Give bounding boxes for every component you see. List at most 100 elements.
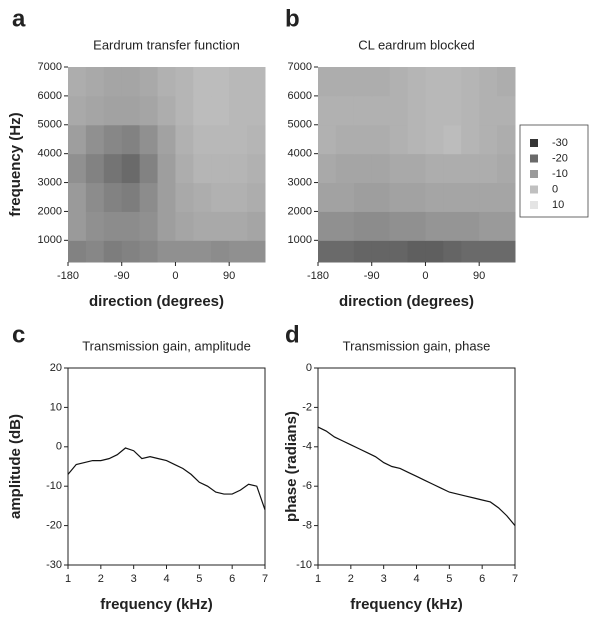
y-tick-label: -8 [302,520,312,532]
heat-cell [371,67,391,97]
y-tick-label: 6000 [38,90,62,102]
y-axis-label: phase (radians) [283,411,300,522]
y-tick-label: 7000 [38,61,62,73]
heat-cell [68,182,87,212]
y-tick-label: 20 [50,362,62,374]
heat-cell [479,95,498,126]
y-tick-label: 10 [50,401,62,413]
heat-cell [175,240,194,263]
x-tick-label: 6 [479,573,485,585]
x-axis-label: frequency (kHz) [350,596,463,613]
heat-cell [318,95,337,126]
x-tick-label: 3 [131,573,137,585]
x-tick-label: 0 [422,270,428,282]
y-tick-label: 6000 [288,90,312,102]
x-tick-label: 90 [223,270,235,282]
heat-cell [407,240,426,263]
heat-cell [389,182,409,212]
heat-cell [371,182,391,212]
heat-cell [229,211,248,241]
heat-cell [103,95,123,126]
heat-cell [121,211,141,241]
heat-cell [318,67,337,97]
heat-cell [497,211,516,241]
x-tick-label: 1 [315,573,321,585]
heat-cell [211,95,230,126]
heat-cell [121,67,141,97]
x-tick-label: 2 [348,573,354,585]
heat-cell [103,211,123,241]
y-tick-label: 5000 [288,119,312,131]
heat-cell [103,182,123,212]
x-tick-label: 4 [163,573,169,585]
heat-cell [157,124,176,155]
legend-swatch [530,170,538,178]
heat-cell [335,211,355,241]
heat-cell [461,182,480,212]
heat-cell [157,240,176,263]
heat-cell [407,124,426,155]
heat-cell [353,67,373,97]
heat-cell [425,240,444,263]
heat-cell [353,95,373,126]
heat-cell [335,153,355,184]
heat-cell [175,182,194,212]
heat-cell [85,240,105,263]
x-tick-label: -90 [364,270,380,282]
y-tick-label: 1000 [288,234,312,246]
plot-frame [67,367,266,566]
heat-cell [229,153,248,184]
heat-cell [247,67,266,97]
y-tick-label: -30 [46,559,62,571]
y-tick-label: -2 [302,401,312,413]
heat-cell [479,153,498,184]
panel-title: CL eardrum blocked [358,37,475,52]
y-tick-label: 0 [56,441,62,453]
heat-cell [443,182,462,212]
heat-cell [157,67,176,97]
heat-cell [425,182,444,212]
y-tick-label: 4000 [38,148,62,160]
x-tick-label: 6 [229,573,235,585]
heat-cell [497,182,516,212]
heat-cell [407,153,426,184]
heat-cell [229,124,248,155]
heat-cell [353,240,373,263]
panel-letter: d [285,321,300,348]
heat-cell [85,67,105,97]
heat-cell [139,211,159,241]
heat-cell [229,95,248,126]
heat-cell [479,124,498,155]
heat-cell [335,67,355,97]
heat-cell [407,67,426,97]
y-tick-label: -20 [46,520,62,532]
heat-cell [193,153,212,184]
heat-cell [461,240,480,263]
heat-cell [68,240,87,263]
heat-cell [425,95,444,126]
heat-cell [318,182,337,212]
x-tick-label: 7 [262,573,268,585]
x-tick-label: -180 [57,270,79,282]
heat-cell [443,95,462,126]
heat-cell [371,95,391,126]
heat-cell [247,124,266,155]
heat-cell [497,95,516,126]
heat-cell [407,95,426,126]
y-tick-label: 4000 [288,148,312,160]
heat-cell [443,211,462,241]
heat-cell [139,95,159,126]
panel-letter: a [12,5,26,32]
legend-swatch [530,139,538,147]
legend-label: 0 [552,183,558,195]
x-tick-label: -90 [114,270,130,282]
legend-swatch [530,154,538,163]
heat-cell [229,240,248,263]
heat-cell [85,182,105,212]
heat-cell [121,95,141,126]
panel-title: Eardrum transfer function [93,37,240,52]
heat-cell [371,211,391,241]
heat-cell [389,95,409,126]
x-tick-label: 4 [413,573,419,585]
